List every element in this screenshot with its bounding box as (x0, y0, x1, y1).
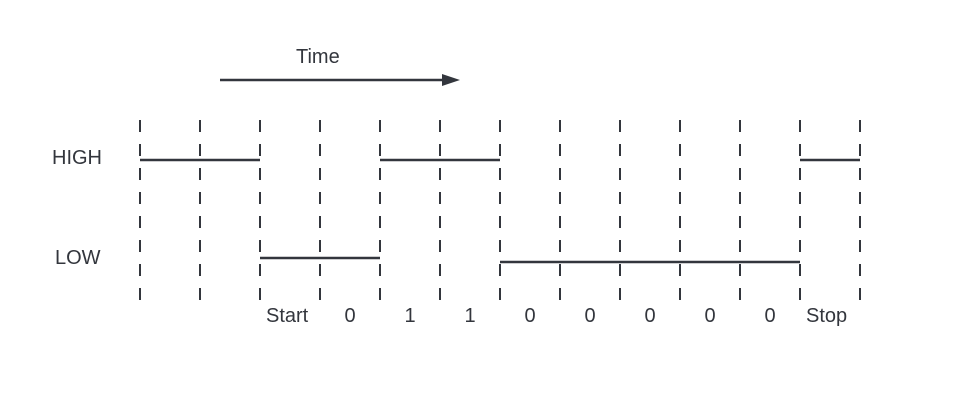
bit-label-7: 0 (704, 305, 716, 327)
bit-label-4: 0 (524, 305, 536, 327)
tick-lines (139, 120, 861, 300)
low-level-label: LOW (55, 247, 101, 269)
bit-label-2: 1 (404, 305, 416, 327)
bit-label-5: 0 (584, 305, 596, 327)
bit-label-9: Stop (806, 305, 848, 327)
bit-label-3: 1 (464, 305, 476, 327)
time-arrow-head (442, 74, 460, 86)
signal-waveform (140, 158, 860, 264)
bit-label-8: 0 (764, 305, 776, 327)
bit-label-0: Start (266, 305, 309, 327)
time-label: Time (296, 46, 340, 68)
bit-label-1: 0 (344, 305, 356, 327)
bit-label-6: 0 (644, 305, 656, 327)
high-level-label: HIGH (52, 147, 102, 169)
time-arrow (220, 74, 460, 86)
